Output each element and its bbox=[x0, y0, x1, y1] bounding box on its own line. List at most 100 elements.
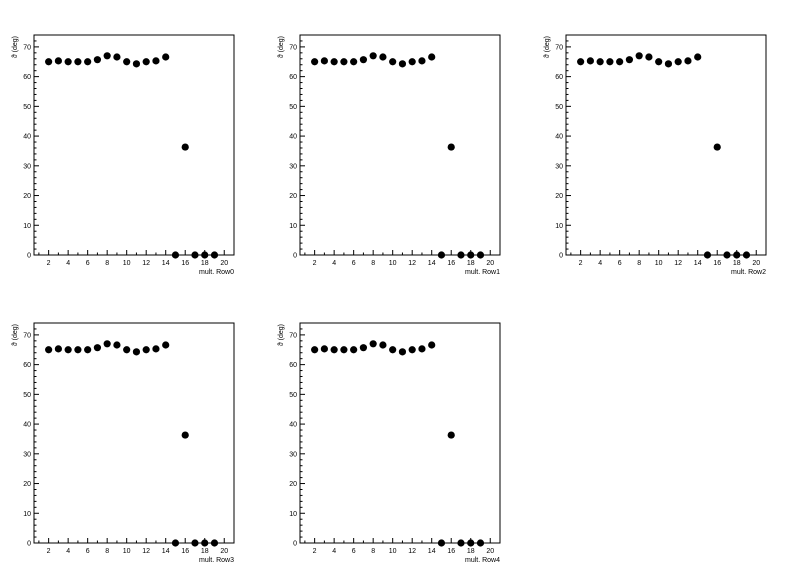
data-point bbox=[409, 58, 416, 65]
x-tick-label: 4 bbox=[66, 260, 70, 267]
x-tick-label: 6 bbox=[86, 260, 90, 267]
data-point bbox=[636, 52, 643, 59]
data-point bbox=[331, 346, 338, 353]
x-tick-label: 6 bbox=[352, 548, 356, 555]
y-tick-label: 10 bbox=[555, 223, 563, 230]
y-tick-label: 0 bbox=[27, 253, 31, 260]
y-tick-label: 60 bbox=[289, 74, 297, 81]
data-point bbox=[55, 345, 62, 352]
data-point bbox=[370, 340, 377, 347]
y-tick-label: 40 bbox=[289, 422, 297, 429]
y-tick-label: 0 bbox=[293, 541, 297, 548]
data-point bbox=[467, 539, 474, 546]
data-point bbox=[331, 58, 338, 65]
plot-frame bbox=[34, 323, 234, 543]
y-axis-title: ϑ (deg) bbox=[544, 36, 551, 58]
y-axis-title: ϑ (deg) bbox=[12, 36, 19, 58]
data-point bbox=[340, 346, 347, 353]
data-point bbox=[45, 58, 52, 65]
x-tick-label: 12 bbox=[674, 260, 682, 267]
data-point bbox=[457, 251, 464, 258]
x-tick-label: 4 bbox=[598, 260, 602, 267]
chart-panel-1: 2 4 6 8 10 12 14 16 18 20 0 10 20 30 40 50 60 70 mult. Row… bbox=[278, 35, 500, 276]
x-tick-label: 8 bbox=[371, 548, 375, 555]
data-point bbox=[311, 346, 318, 353]
x-tick-label: 6 bbox=[86, 548, 90, 555]
y-tick-label: 60 bbox=[23, 362, 31, 369]
y-tick-label: 10 bbox=[289, 511, 297, 518]
x-tick-label: 8 bbox=[371, 260, 375, 267]
data-point bbox=[123, 346, 130, 353]
data-point bbox=[143, 58, 150, 65]
x-tick-label: 14 bbox=[428, 548, 436, 555]
data-point bbox=[723, 251, 730, 258]
chart-panel-4: 2 4 6 8 10 12 14 16 18 20 0 10 20 30 40 50 60 70 mult. Row… bbox=[278, 323, 500, 564]
data-point bbox=[467, 251, 474, 258]
data-point bbox=[409, 346, 416, 353]
data-point bbox=[182, 143, 189, 150]
data-point bbox=[143, 346, 150, 353]
x-tick-label: 18 bbox=[467, 260, 475, 267]
y-tick-label: 20 bbox=[289, 193, 297, 200]
y-axis-title: ϑ (deg) bbox=[278, 324, 285, 346]
data-point bbox=[113, 341, 120, 348]
data-point bbox=[201, 251, 208, 258]
y-tick-label: 50 bbox=[555, 104, 563, 111]
data-point bbox=[74, 58, 81, 65]
data-point bbox=[379, 341, 386, 348]
plot-frame bbox=[566, 35, 766, 255]
data-point bbox=[399, 348, 406, 355]
y-tick-label: 10 bbox=[23, 511, 31, 518]
x-axis-title: mult. Row1 bbox=[465, 269, 500, 276]
data-point bbox=[684, 57, 691, 64]
y-tick-label: 70 bbox=[289, 44, 297, 51]
data-point bbox=[84, 58, 91, 65]
y-tick-label: 40 bbox=[289, 134, 297, 141]
y-tick-label: 20 bbox=[289, 481, 297, 488]
y-tick-label: 30 bbox=[289, 451, 297, 458]
y-tick-label: 40 bbox=[555, 134, 563, 141]
y-tick-label: 70 bbox=[23, 332, 31, 339]
x-tick-label: 14 bbox=[162, 548, 170, 555]
y-tick-label: 50 bbox=[289, 392, 297, 399]
data-point bbox=[597, 58, 604, 65]
data-point bbox=[428, 341, 435, 348]
x-tick-label: 16 bbox=[447, 548, 455, 555]
data-point bbox=[211, 251, 218, 258]
data-point bbox=[65, 346, 72, 353]
x-tick-label: 20 bbox=[752, 260, 760, 267]
plot-frame bbox=[34, 35, 234, 255]
data-point bbox=[626, 56, 633, 63]
x-tick-label: 16 bbox=[713, 260, 721, 267]
x-tick-label: 16 bbox=[181, 260, 189, 267]
data-point bbox=[123, 58, 130, 65]
data-point bbox=[438, 251, 445, 258]
data-point bbox=[191, 539, 198, 546]
data-point bbox=[182, 431, 189, 438]
data-point bbox=[616, 58, 623, 65]
y-tick-label: 30 bbox=[555, 163, 563, 170]
x-tick-label: 12 bbox=[408, 548, 416, 555]
data-point bbox=[311, 58, 318, 65]
y-tick-label: 40 bbox=[23, 422, 31, 429]
x-tick-label: 2 bbox=[579, 260, 583, 267]
plot-frame bbox=[300, 35, 500, 255]
data-point bbox=[645, 53, 652, 60]
data-point bbox=[694, 53, 701, 60]
data-point bbox=[55, 57, 62, 64]
y-tick-label: 70 bbox=[555, 44, 563, 51]
y-tick-label: 60 bbox=[23, 74, 31, 81]
data-point bbox=[172, 251, 179, 258]
data-point bbox=[340, 58, 347, 65]
data-point bbox=[438, 539, 445, 546]
x-tick-label: 12 bbox=[142, 548, 150, 555]
x-tick-label: 16 bbox=[181, 548, 189, 555]
data-point bbox=[201, 539, 208, 546]
x-tick-label: 18 bbox=[733, 260, 741, 267]
x-tick-label: 8 bbox=[105, 548, 109, 555]
data-point bbox=[743, 251, 750, 258]
x-tick-label: 10 bbox=[389, 260, 397, 267]
data-point bbox=[655, 58, 662, 65]
data-point bbox=[448, 431, 455, 438]
